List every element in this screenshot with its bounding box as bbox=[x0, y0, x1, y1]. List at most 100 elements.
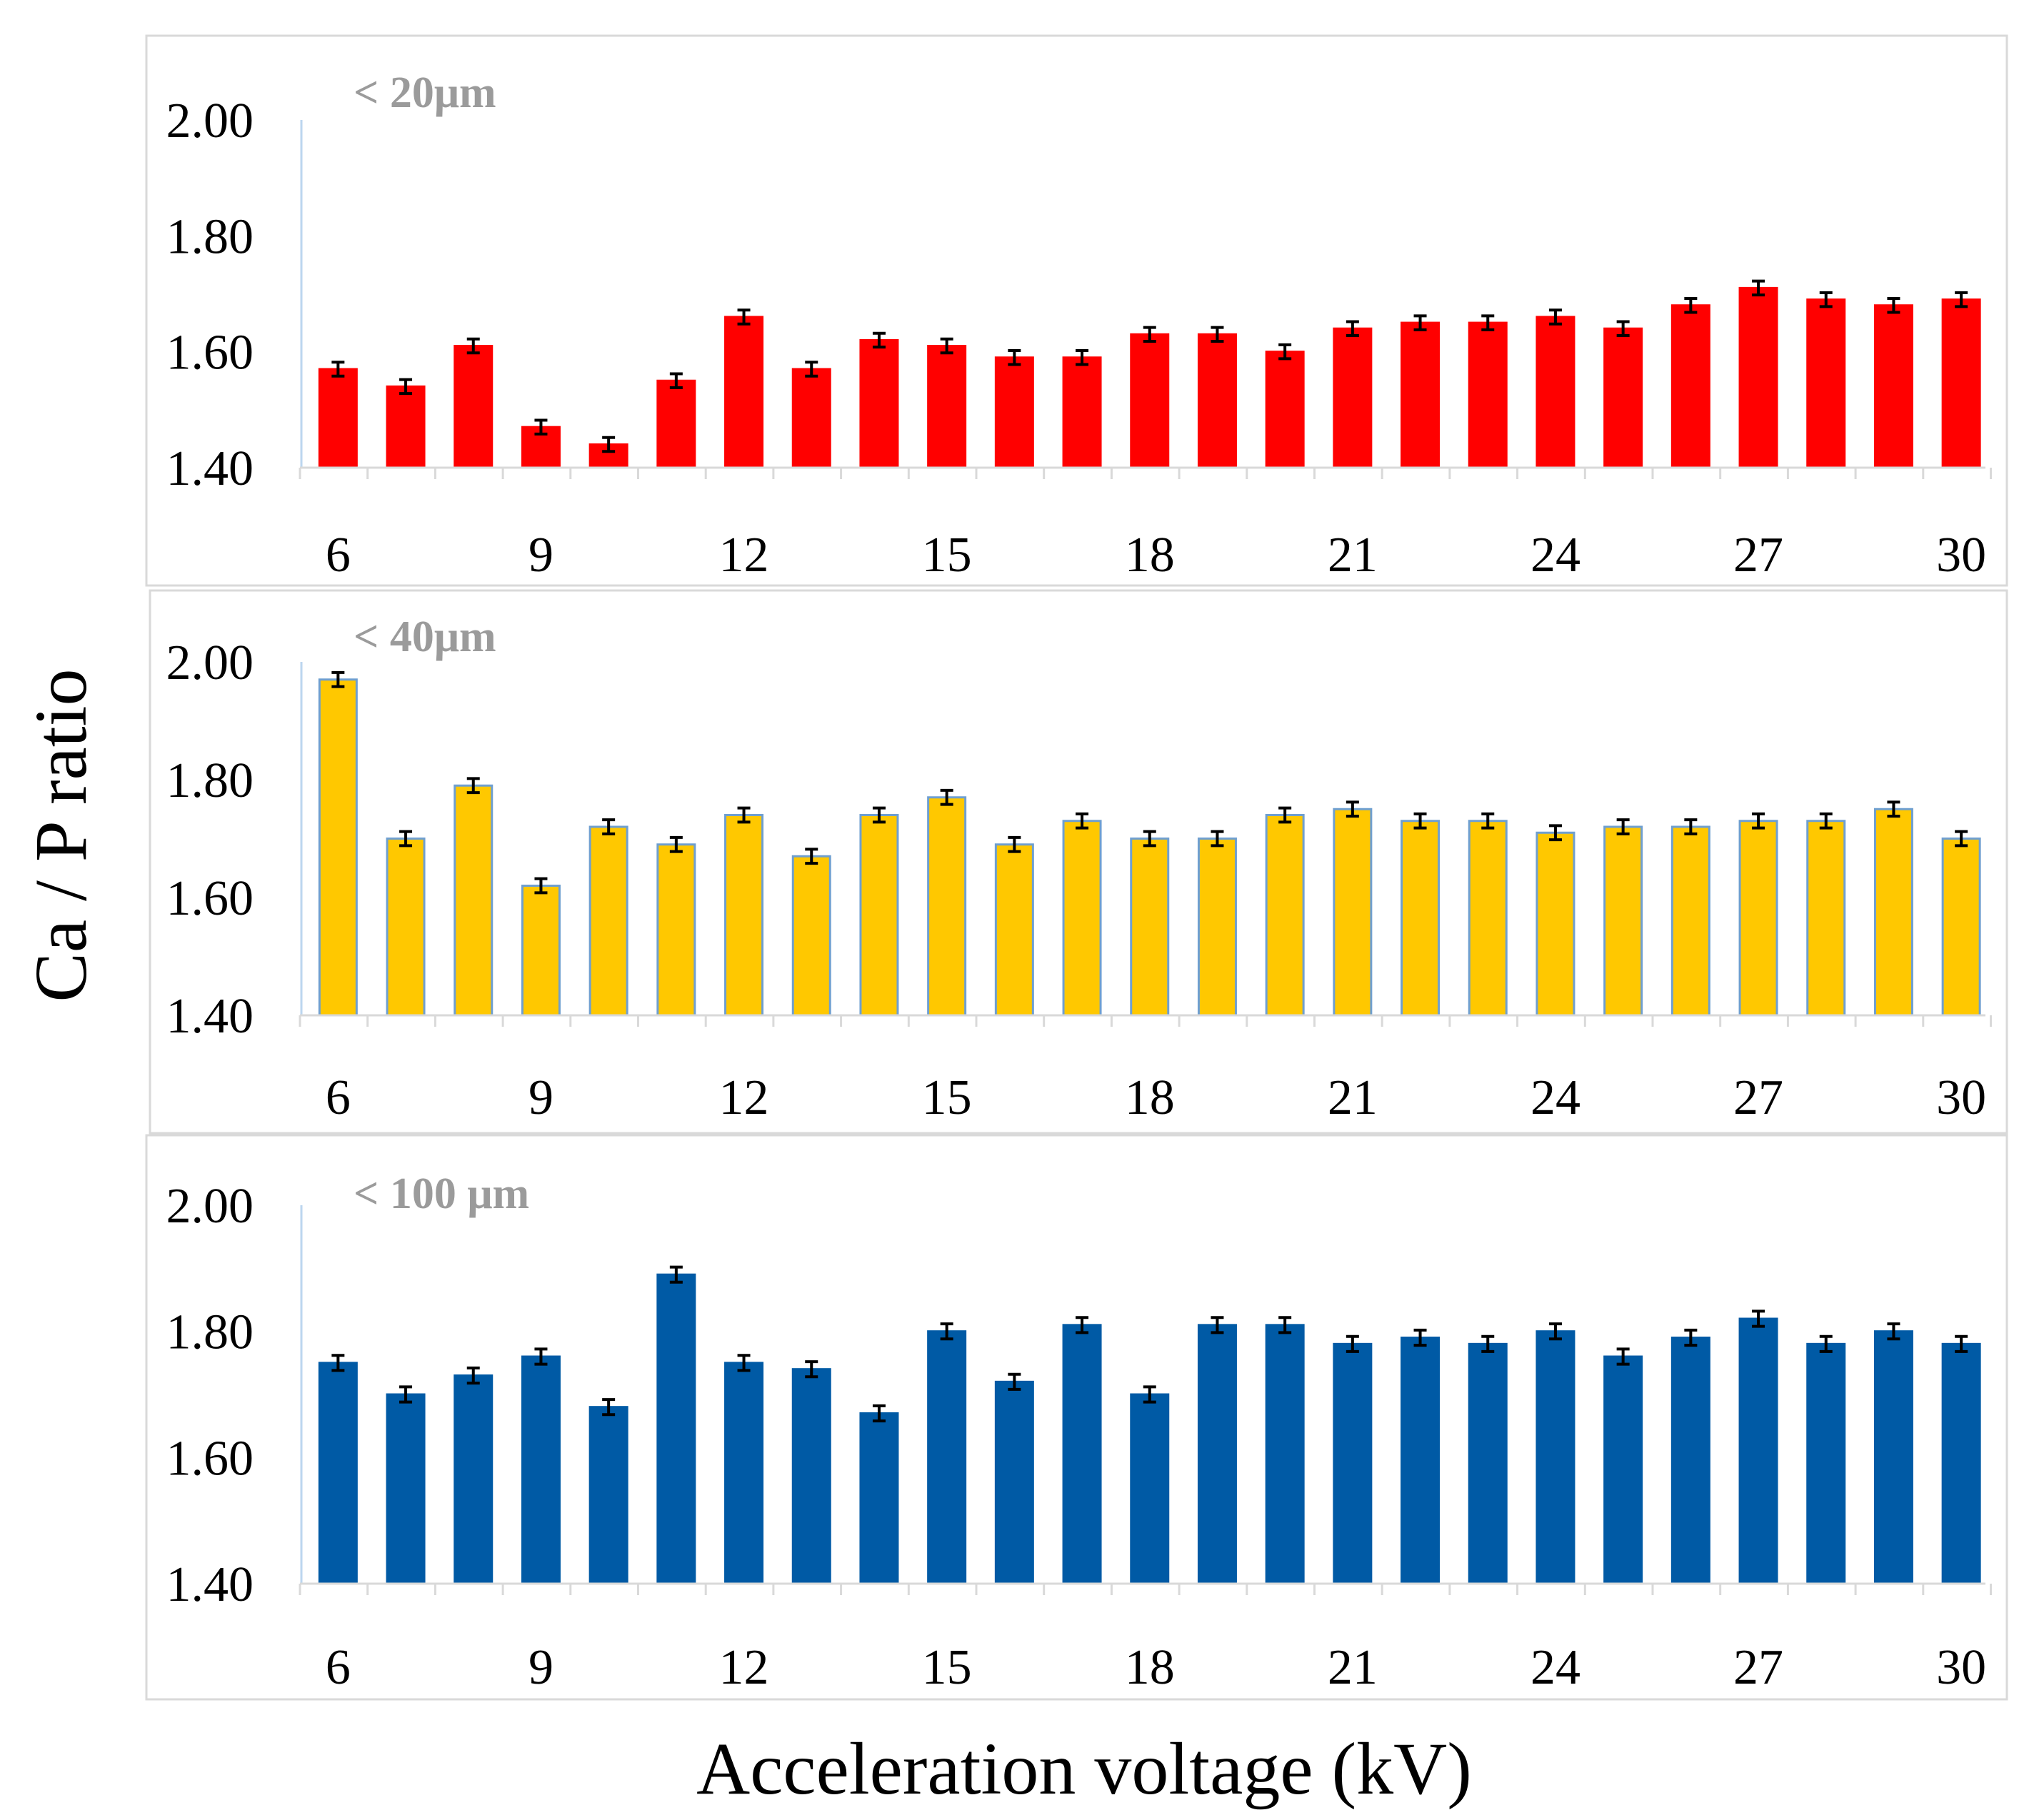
error-bar bbox=[737, 806, 751, 824]
error-bar bbox=[1616, 818, 1630, 835]
x-tick-label: 6 bbox=[326, 528, 351, 583]
bar bbox=[1130, 333, 1170, 469]
error-bar bbox=[1684, 1328, 1698, 1347]
error-bar bbox=[1887, 1322, 1900, 1341]
error-bar bbox=[1008, 835, 1021, 853]
error-bar bbox=[737, 1354, 751, 1372]
bar bbox=[521, 1355, 561, 1585]
error-bar bbox=[1346, 320, 1359, 337]
chart-panel-1: 1.40 1.60 1.80 2.00 6 9 12 15 18 21 24 27 30 < 20μm bbox=[145, 34, 2008, 587]
error-bar bbox=[872, 806, 886, 824]
bar bbox=[1197, 838, 1237, 1017]
bar bbox=[1670, 304, 1710, 469]
bar bbox=[454, 345, 494, 469]
bar bbox=[1670, 1337, 1710, 1585]
error-bar bbox=[940, 1322, 953, 1341]
bar bbox=[927, 1330, 967, 1585]
error-bar bbox=[1346, 1334, 1359, 1353]
y-tick-label: 1.80 bbox=[166, 753, 254, 808]
bar bbox=[1265, 814, 1305, 1017]
bar bbox=[1062, 356, 1102, 469]
bar bbox=[724, 316, 764, 469]
error-bar bbox=[534, 418, 548, 436]
bar bbox=[1941, 298, 1981, 469]
error-bar bbox=[1278, 1316, 1292, 1334]
error-bar bbox=[1548, 824, 1562, 842]
error-bar bbox=[331, 361, 345, 378]
bar bbox=[1468, 820, 1508, 1017]
bar bbox=[1941, 838, 1981, 1017]
x-tick-label: 18 bbox=[1125, 1070, 1175, 1125]
error-bar bbox=[399, 830, 413, 848]
bar bbox=[318, 678, 358, 1017]
error-bar bbox=[1346, 800, 1359, 818]
error-bar bbox=[331, 670, 345, 688]
bar bbox=[1401, 820, 1441, 1017]
error-bar bbox=[1211, 326, 1224, 343]
bar bbox=[1333, 1342, 1373, 1585]
bar bbox=[656, 1273, 696, 1585]
error-bar bbox=[331, 1354, 345, 1372]
y-axis-title: Ca / P ratio bbox=[20, 669, 102, 1002]
bar bbox=[318, 1362, 358, 1585]
x-tick-label: 18 bbox=[1125, 528, 1175, 583]
x-tick-label: 24 bbox=[1530, 1640, 1580, 1695]
bar bbox=[1333, 327, 1373, 469]
bar bbox=[927, 796, 967, 1017]
y-tick-label: 2.00 bbox=[166, 94, 254, 149]
x-tick-label: 30 bbox=[1936, 1070, 1986, 1125]
x-tick-label: 9 bbox=[528, 1640, 553, 1695]
bar bbox=[386, 1393, 426, 1585]
bar bbox=[1333, 808, 1373, 1017]
error-bar bbox=[1887, 800, 1900, 818]
error-bar bbox=[399, 378, 413, 396]
error-bar bbox=[805, 1360, 818, 1379]
error-bar bbox=[1413, 1328, 1427, 1347]
error-bar bbox=[1616, 1347, 1630, 1366]
error-bar bbox=[534, 1347, 548, 1366]
error-bar bbox=[1819, 1334, 1833, 1353]
y-tick-label: 1.60 bbox=[166, 326, 254, 381]
error-bar bbox=[872, 331, 886, 349]
bar bbox=[791, 368, 831, 469]
bar bbox=[1670, 825, 1710, 1017]
x-tick-label: 30 bbox=[1936, 1640, 1986, 1695]
bar bbox=[1603, 825, 1643, 1017]
bar bbox=[1062, 820, 1102, 1017]
y-tick-label: 2.00 bbox=[166, 635, 254, 690]
bar bbox=[1265, 1324, 1305, 1585]
bar bbox=[994, 843, 1034, 1017]
bar bbox=[1873, 808, 1913, 1017]
error-bar bbox=[1616, 320, 1630, 337]
error-bar bbox=[940, 337, 953, 355]
bar bbox=[588, 825, 628, 1017]
error-bar bbox=[669, 372, 683, 389]
error-bar bbox=[602, 1398, 616, 1417]
x-tick-label: 12 bbox=[719, 528, 769, 583]
y-tick-label: 1.80 bbox=[166, 1305, 254, 1360]
bar bbox=[724, 1362, 764, 1585]
bar bbox=[318, 368, 358, 469]
x-axis-title: Acceleration voltage (kV) bbox=[696, 1728, 1472, 1810]
bar bbox=[454, 784, 494, 1017]
panel-label: < 100 μm bbox=[354, 1170, 529, 1218]
error-bar bbox=[1481, 1334, 1495, 1353]
error-bar bbox=[399, 1385, 413, 1404]
error-bar bbox=[1548, 1322, 1562, 1341]
bar bbox=[1738, 820, 1778, 1017]
error-bar bbox=[1008, 1372, 1021, 1391]
bar bbox=[1806, 1342, 1846, 1585]
bar bbox=[588, 1406, 628, 1585]
x-tick-label: 24 bbox=[1530, 1070, 1580, 1125]
error-bar bbox=[1481, 314, 1495, 331]
error-bar bbox=[466, 777, 480, 795]
error-bar bbox=[1684, 296, 1698, 314]
x-tick-label: 21 bbox=[1328, 1640, 1378, 1695]
error-bar bbox=[1008, 349, 1021, 366]
bar bbox=[1535, 1330, 1575, 1585]
bar bbox=[994, 1380, 1034, 1585]
bar bbox=[1535, 831, 1575, 1017]
bar bbox=[1873, 304, 1913, 469]
y-tick-label: 1.60 bbox=[166, 871, 254, 926]
